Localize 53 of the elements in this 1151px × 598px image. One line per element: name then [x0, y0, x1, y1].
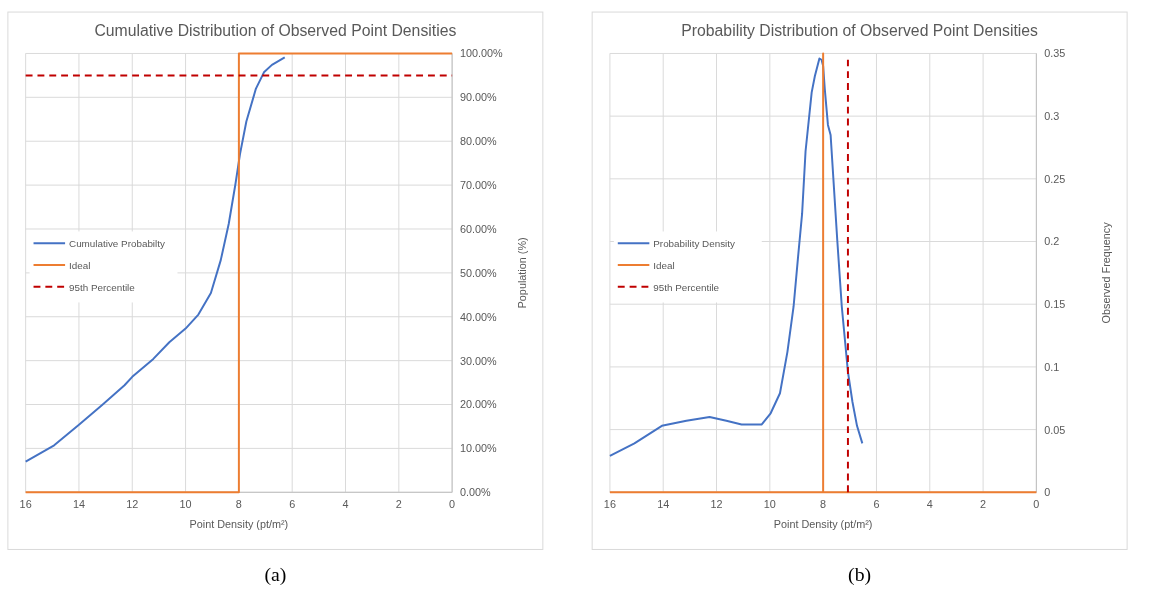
y-tick-label: 0.35 — [1044, 47, 1066, 60]
y-tick-label: 30.00% — [460, 354, 498, 367]
y-tick-label: 0.15 — [1044, 298, 1066, 311]
legend-label: Ideal — [653, 259, 675, 271]
text: (b) — [848, 563, 872, 587]
y-tick-label: 0.3 — [1044, 110, 1060, 123]
x-tick-label: 10 — [763, 498, 776, 511]
y-tick-label: 20.00% — [460, 398, 498, 411]
x-tick-label: 16 — [603, 498, 616, 511]
x-tick-label: 6 — [873, 498, 880, 511]
x-tick-label: 14 — [72, 498, 85, 511]
line-series — [24, 56, 286, 463]
y-axis-title: Observed Frequency — [1100, 221, 1113, 324]
x-tick-label: 8 — [820, 498, 827, 511]
legend-label: Ideal — [69, 259, 91, 271]
y-tick-label: 0.05 — [1044, 423, 1066, 436]
legend-label: Cumulative Probabilty — [69, 238, 165, 250]
x-tick-label: 0 — [1033, 498, 1040, 511]
x-tick-label: 0 — [449, 498, 456, 511]
text: (a) — [264, 563, 287, 587]
y-tick-label: 80.00% — [460, 135, 498, 148]
x-tick-label: 12 — [710, 498, 723, 511]
x-tick-label: 2 — [395, 498, 402, 511]
x-tick-label: 8 — [235, 498, 242, 511]
x-tick-label: 14 — [657, 498, 670, 511]
y-tick-label: 50.00% — [460, 266, 498, 279]
y-tick-label: 0.2 — [1044, 235, 1060, 248]
legend-label: Probability Density — [653, 238, 736, 250]
x-axis-title: Point Density (pt/m²) — [189, 517, 289, 530]
x-tick-label: 10 — [179, 498, 192, 511]
y-tick-label: 0.25 — [1044, 172, 1066, 185]
legend-label: 95th Percentile — [69, 281, 136, 293]
y-tick-label: 0.00% — [460, 486, 492, 499]
x-tick-label: 6 — [289, 498, 296, 511]
x-tick-label: 4 — [342, 498, 349, 511]
y-axis-title: Population (%) — [516, 237, 529, 309]
x-tick-label: 16 — [19, 498, 32, 511]
y-tick-label: 100.00% — [460, 47, 504, 60]
x-tick-label: 4 — [926, 498, 933, 511]
legend-label: 95th Percentile — [653, 281, 720, 293]
x-tick-label: 12 — [126, 498, 139, 511]
y-tick-label: 70.00% — [460, 179, 498, 192]
chart-title: Probability Distribution of Observed Point Densities — [681, 21, 1039, 39]
y-tick-label: 40.00% — [460, 310, 498, 323]
y-tick-label: 90.00% — [460, 91, 498, 104]
y-tick-label: 10.00% — [460, 442, 498, 455]
line-series — [608, 57, 864, 457]
x-tick-label: 2 — [980, 498, 987, 511]
chart-title: Cumulative Distribution of Observed Point Densities — [94, 21, 457, 39]
y-tick-label: 0 — [1044, 486, 1051, 499]
y-tick-label: 60.00% — [460, 222, 498, 235]
x-axis-title: Point Density (pt/m²) — [773, 517, 873, 530]
y-tick-label: 0.1 — [1044, 360, 1060, 373]
